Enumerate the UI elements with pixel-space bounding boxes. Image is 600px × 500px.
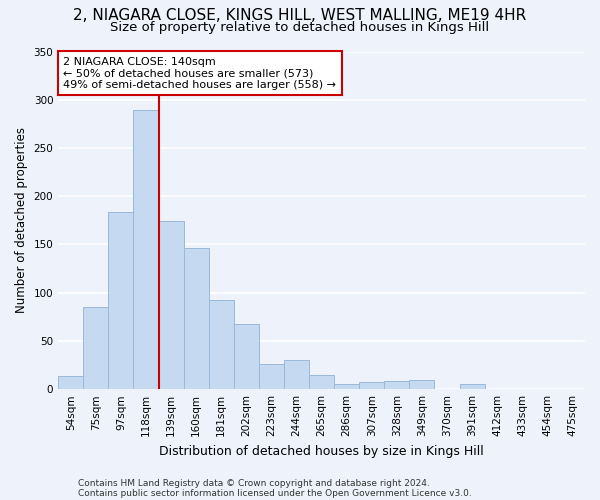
Y-axis label: Number of detached properties: Number of detached properties: [15, 128, 28, 314]
Bar: [133, 110, 158, 389]
Bar: [460, 384, 485, 389]
Bar: [359, 382, 385, 389]
Bar: [334, 384, 359, 389]
Bar: [158, 222, 184, 389]
Bar: [385, 382, 409, 389]
Bar: [209, 300, 234, 389]
Bar: [109, 212, 133, 389]
Text: Size of property relative to detached houses in Kings Hill: Size of property relative to detached ho…: [110, 21, 490, 34]
Text: Contains public sector information licensed under the Open Government Licence v3: Contains public sector information licen…: [78, 488, 472, 498]
Text: Contains HM Land Registry data © Crown copyright and database right 2024.: Contains HM Land Registry data © Crown c…: [78, 478, 430, 488]
Bar: [284, 360, 309, 389]
Bar: [184, 248, 209, 389]
Text: 2, NIAGARA CLOSE, KINGS HILL, WEST MALLING, ME19 4HR: 2, NIAGARA CLOSE, KINGS HILL, WEST MALLI…: [73, 8, 527, 22]
Bar: [58, 376, 83, 389]
Text: 2 NIAGARA CLOSE: 140sqm
← 50% of detached houses are smaller (573)
49% of semi-d: 2 NIAGARA CLOSE: 140sqm ← 50% of detache…: [64, 56, 337, 90]
X-axis label: Distribution of detached houses by size in Kings Hill: Distribution of detached houses by size …: [159, 444, 484, 458]
Bar: [409, 380, 434, 389]
Bar: [259, 364, 284, 389]
Bar: [309, 374, 334, 389]
Bar: [83, 307, 109, 389]
Bar: [234, 324, 259, 389]
